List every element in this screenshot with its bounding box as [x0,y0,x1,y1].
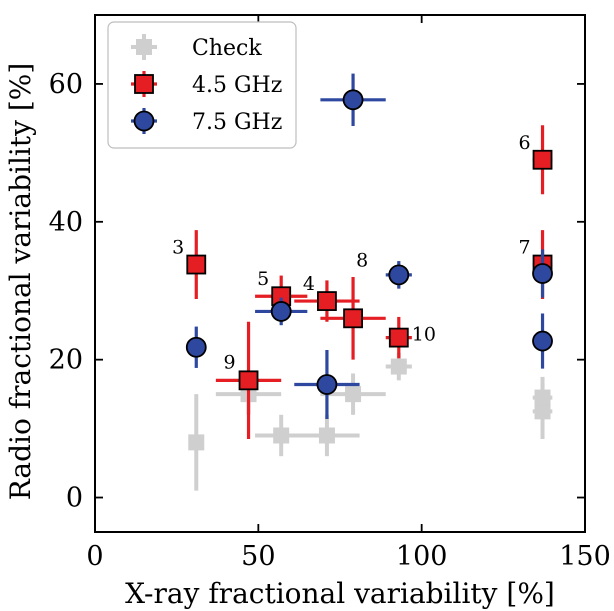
point-label: 9 [223,351,235,373]
legend-box [107,21,297,149]
data-point [294,350,360,419]
data-point: 10 [385,316,436,359]
circle-marker [532,330,553,352]
legend-item: 7.5 GHz [131,108,282,135]
plus-marker [390,358,407,375]
data-point: 3 [172,230,207,300]
legend-item: Check [131,34,262,61]
legend-marker [134,74,154,94]
data-point [255,297,308,326]
data-point [532,313,553,369]
circle-marker [185,336,207,358]
plot-frame [94,14,586,533]
plus-marker [188,434,205,451]
series-4-5-ghz: 3 5 4 8 9 10 6 7 [172,125,553,439]
point-label: 6 [518,132,530,154]
point-label: 8 [356,249,368,271]
series-7-5-ghz [185,73,553,419]
point-label: 5 [257,268,269,290]
plot-area: 3 5 4 8 9 10 6 7 [94,14,586,533]
circle-marker [388,264,410,286]
point-label: 7 [518,237,530,259]
data-point: 8 [320,249,386,360]
plus-marker [273,427,290,444]
data-point: 6 [518,125,553,195]
x-tick-label: 50 [241,541,275,572]
square-marker [317,291,337,311]
legend: Check 4.5 GHz 7.5 GHz [107,21,297,149]
x-tick-label: 100 [396,541,448,572]
data-point: 4 [294,273,360,322]
plus-marker [534,389,551,406]
data-point: 5 [255,268,308,317]
x-tick-label: 0 [86,541,103,572]
plus-marker [318,427,335,444]
data-point [532,376,553,419]
data-point [320,73,386,126]
circle-marker [316,374,338,395]
x-tick-label: 150 [559,541,611,572]
data-point [320,373,386,415]
point-label: 10 [412,324,436,346]
legend-item: 4.5 GHz [131,71,282,98]
legend-label: Check [192,36,262,61]
circle-marker [270,301,292,322]
y-tick-label: 0 [66,483,83,514]
legend-label: 4.5 GHz [192,73,282,98]
square-marker [532,149,553,170]
legend-marker [136,39,152,55]
data-point [385,261,412,289]
y-tick-label: 60 [49,69,83,100]
data-point [532,249,553,298]
axis-labels: 0 50 100 150 0 20 40 60 X-ray fractional variabi… [4,63,611,610]
square-marker [186,254,207,275]
x-axis-label: X-ray fractional variability [%] [125,577,555,610]
plus-marker [345,386,362,403]
point-label: 3 [172,237,184,259]
y-tick-label: 40 [49,207,83,238]
data-point [185,326,207,368]
y-axis-label: Radio fractional variability [%] [4,63,37,501]
data-point [294,414,360,457]
circle-marker [342,89,364,111]
legend-label: 7.5 GHz [192,110,282,135]
y-tick-label: 20 [49,345,83,376]
legend-marker [133,110,155,132]
square-marker [238,370,259,391]
data-point [188,394,205,491]
square-marker [388,327,409,348]
data-point: 9 [215,321,282,439]
point-label: 4 [303,273,315,295]
circle-marker [532,263,553,284]
square-marker [343,308,363,329]
